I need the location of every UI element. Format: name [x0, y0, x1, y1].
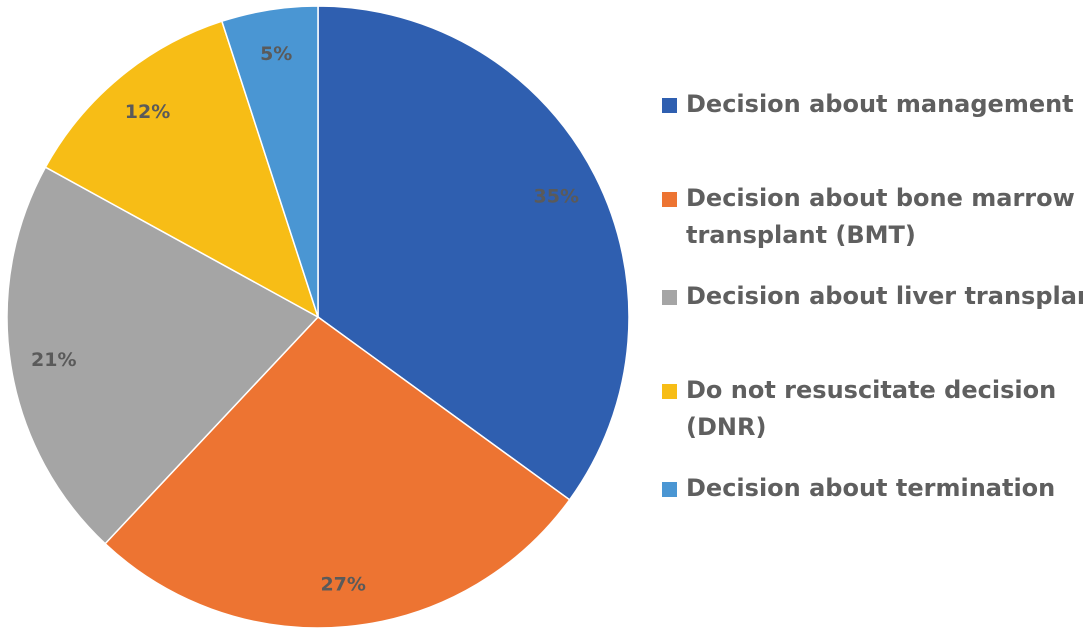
data-label-do-not-resuscitate-decision-dnr: 12%: [125, 101, 170, 123]
legend-item-do-not-resuscitate-decision-dnr: Do not resuscitate decision (DNR): [662, 376, 1056, 441]
legend-label-do-not-resuscitate-decision-dnr-line-2: (DNR): [686, 413, 766, 441]
pie-slice-shade-do-not-resuscitate-decision-dnr: [44, 20, 320, 319]
pie-slice-shade-decision-about-liver-transplant: [6, 166, 320, 545]
legend-label-decision-about-management: Decision about management: [686, 90, 1074, 118]
legend-swatch-decision-about-termination: [662, 482, 677, 497]
legend-swatch-decision-about-bone-marrow-transplant-bmt: [662, 192, 677, 207]
data-label-decision-about-management: 35%: [534, 186, 579, 208]
legend-item-decision-about-liver-transplant: Decision about liver transplant: [662, 282, 1083, 310]
legend-item-decision-about-management: Decision about management: [662, 90, 1074, 118]
legend-label-decision-about-liver-transplant: Decision about liver transplant: [686, 282, 1083, 310]
legend-swatch-do-not-resuscitate-decision-dnr: [662, 384, 677, 399]
legend-label-do-not-resuscitate-decision-dnr-line-1: Do not resuscitate decision: [686, 376, 1056, 404]
pie-slice-shade-decision-about-termination: [220, 5, 319, 318]
pie-slice-shade-decision-about-bone-marrow-transplant-bmt: [104, 316, 571, 629]
legend-item-decision-about-termination: Decision about termination: [662, 474, 1055, 502]
legend: Decision about management Decision about …: [662, 90, 1083, 502]
legend-swatch-decision-about-liver-transplant: [662, 290, 677, 305]
legend-label-decision-about-bone-marrow-transplant-bmt-line-2: transplant (BMT): [686, 221, 916, 249]
data-label-decision-about-termination: 5%: [260, 43, 292, 65]
legend-item-decision-about-bone-marrow-transplant-bmt: Decision about bone marrow transplant (BM…: [662, 184, 1075, 249]
data-label-decision-about-liver-transplant: 21%: [31, 349, 76, 371]
legend-label-decision-about-bone-marrow-transplant-bmt-line-1: Decision about bone marrow: [686, 184, 1075, 212]
pie-slice-shade-decision-about-management: [317, 5, 630, 501]
legend-swatch-decision-about-management: [662, 98, 677, 113]
data-label-decision-about-bone-marrow-transplant-bmt: 27%: [320, 573, 365, 595]
pie-slices: [6, 5, 630, 629]
pie-data-labels: 35% 27% 21% 12% 5%: [31, 43, 579, 595]
legend-label-decision-about-termination: Decision about termination: [686, 474, 1055, 502]
